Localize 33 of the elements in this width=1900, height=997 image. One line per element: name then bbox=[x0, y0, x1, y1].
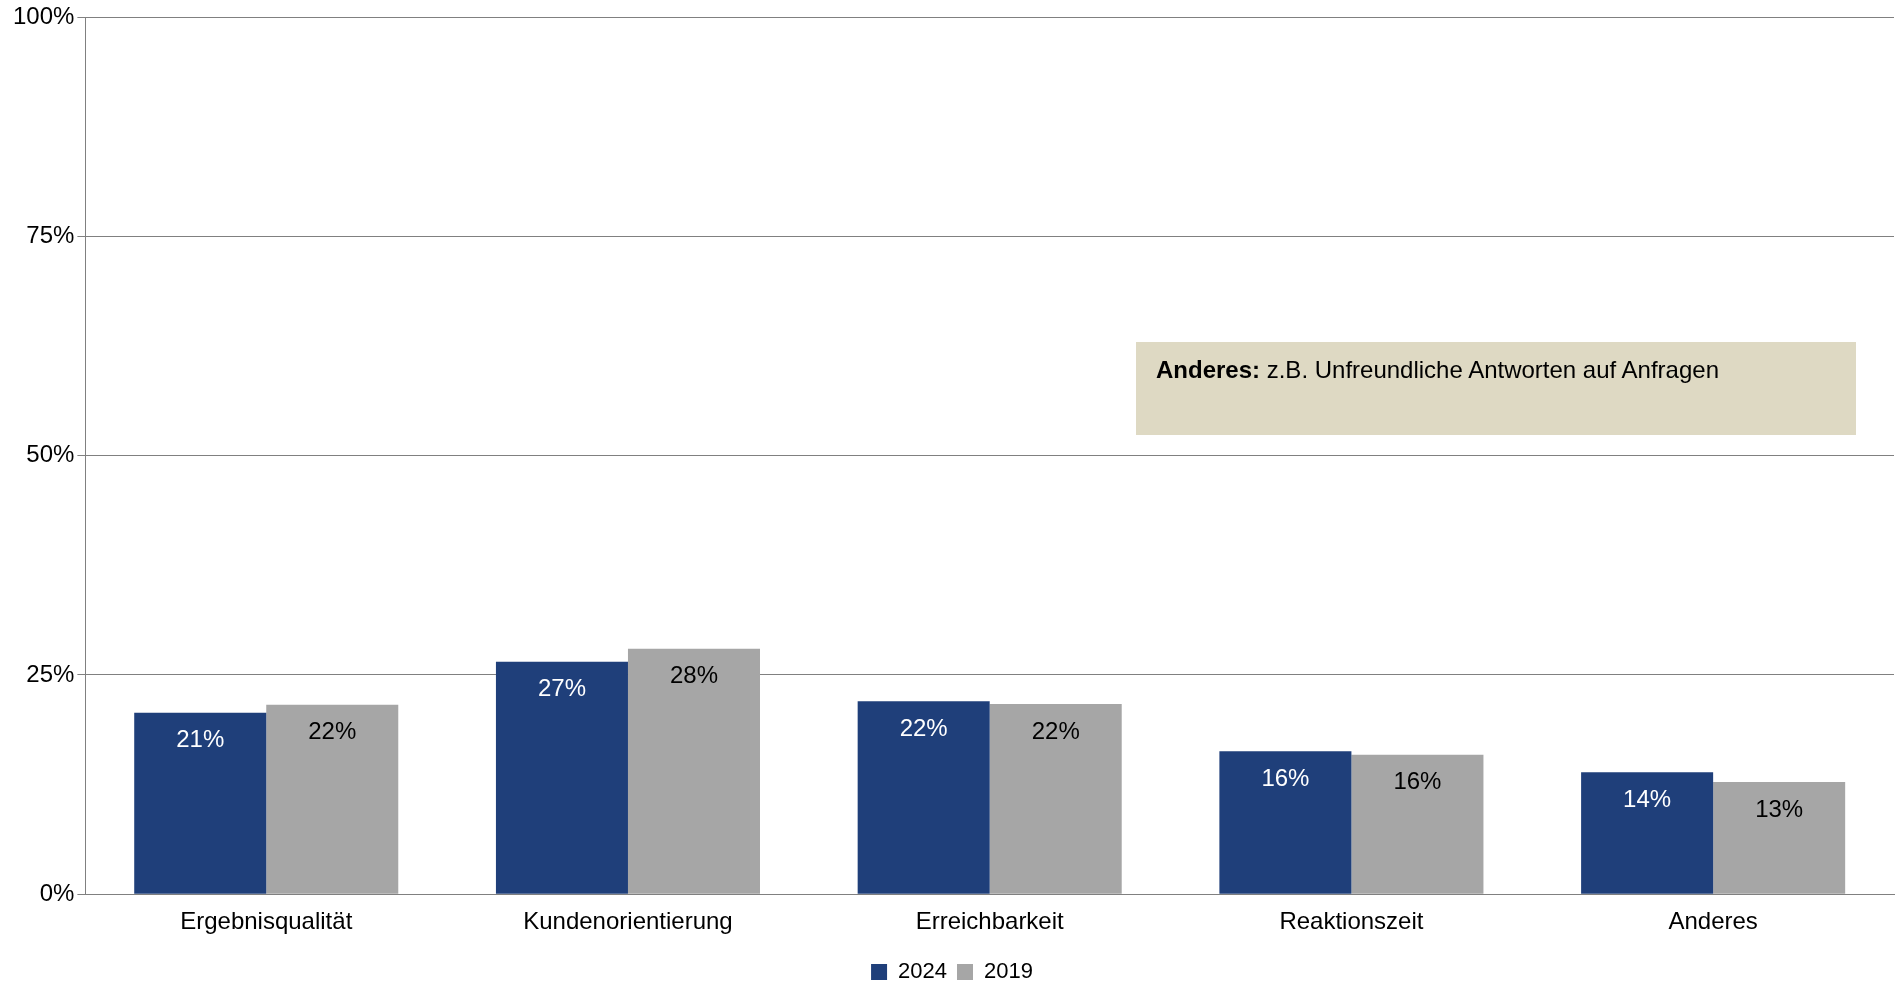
bar bbox=[1581, 772, 1714, 894]
data-label: 27% bbox=[537, 674, 586, 702]
data-label: 16% bbox=[1261, 763, 1310, 791]
bar bbox=[989, 703, 1122, 894]
data-label: 21% bbox=[176, 725, 225, 753]
x-tick-label: Reaktionszeit bbox=[1279, 907, 1424, 935]
legend-label: 2024 bbox=[898, 958, 948, 984]
data-label: 22% bbox=[899, 713, 948, 741]
x-tick-label: Erreichbarkeit bbox=[915, 907, 1065, 935]
bar bbox=[495, 661, 628, 894]
data-label: 13% bbox=[1755, 794, 1804, 822]
x-tick-label: Anderes bbox=[1668, 907, 1758, 935]
legend-label: 2019 bbox=[984, 958, 1033, 984]
bar bbox=[627, 648, 760, 894]
y-tick-label: 25% bbox=[26, 659, 75, 687]
bar bbox=[1351, 754, 1484, 894]
y-tick-label: 75% bbox=[26, 221, 75, 249]
bar bbox=[1713, 781, 1846, 894]
y-tick-label: 0% bbox=[39, 878, 75, 906]
bar bbox=[1219, 751, 1352, 894]
bar bbox=[266, 704, 399, 894]
bar bbox=[134, 712, 267, 894]
x-tick-label: Ergebnisqualität bbox=[180, 907, 353, 935]
x-tick-label: Kundenorientierung bbox=[523, 907, 733, 935]
y-tick-label: 100% bbox=[12, 2, 75, 30]
bar bbox=[857, 701, 990, 894]
data-label: 22% bbox=[1031, 716, 1080, 744]
data-label: 22% bbox=[308, 717, 357, 745]
data-label: 16% bbox=[1393, 767, 1442, 795]
data-label: 28% bbox=[669, 661, 719, 689]
y-tick-label: 50% bbox=[26, 440, 75, 468]
note-box: Anderes: z.B. Unfreundliche Antworten auf Anfragen bbox=[1136, 342, 1856, 435]
data-label: 14% bbox=[1623, 784, 1672, 812]
